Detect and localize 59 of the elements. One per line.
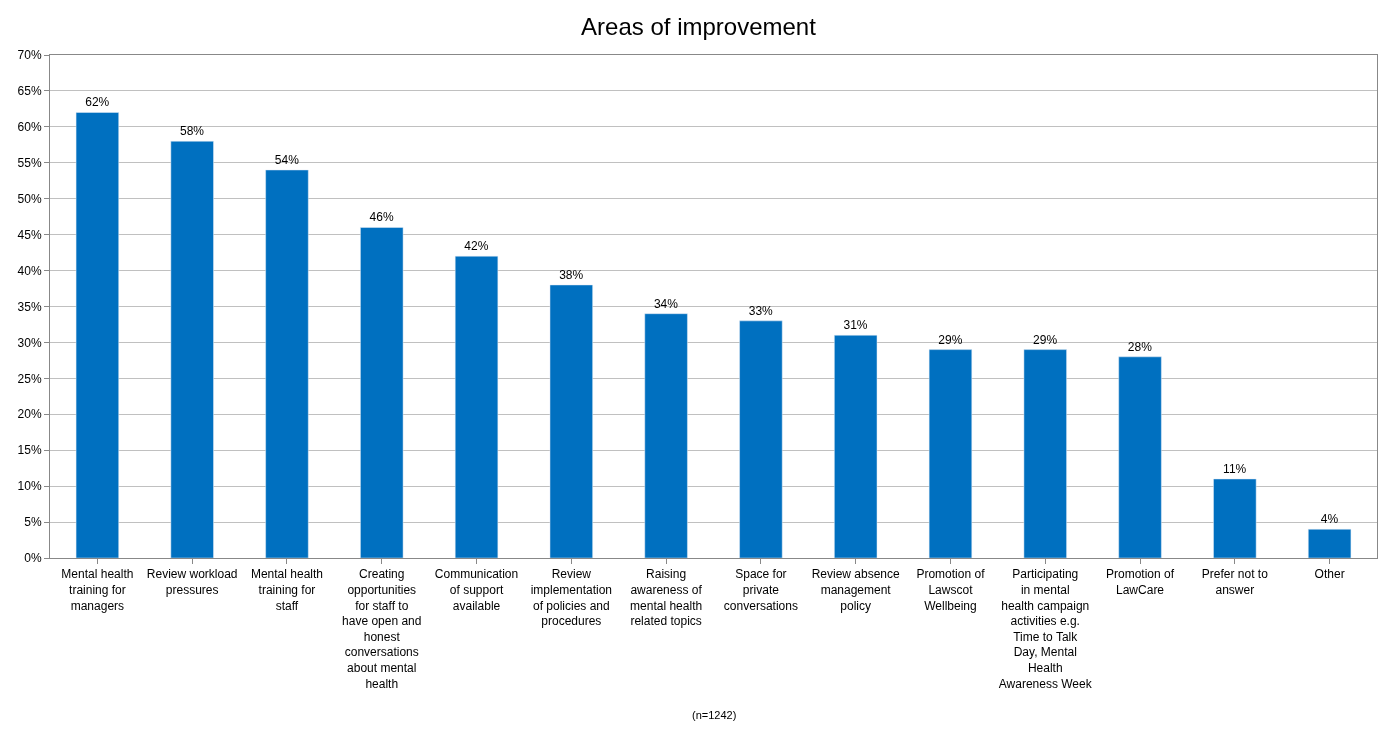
data-label: 42% (464, 239, 489, 254)
y-tick-label: 15% (17, 443, 42, 458)
bar (549, 284, 593, 558)
x-tick-label: Review implementation of policies and procedures (530, 567, 613, 629)
bar (1308, 529, 1352, 558)
data-label: 62% (85, 95, 110, 110)
x-tick-label: Promotion of Lawscot Wellbeing (916, 567, 986, 613)
x-tick-label: Communication of support available (434, 567, 519, 613)
y-tick-label: 55% (17, 155, 42, 170)
data-label: 4% (1320, 512, 1339, 527)
bar (170, 140, 214, 558)
text: (n=1242) (692, 709, 737, 721)
x-tick-label: Mental health training for managers (61, 567, 134, 613)
y-tick-label: 20% (17, 407, 42, 422)
y-tick-label: 5% (24, 515, 42, 530)
y-tick-label: 10% (17, 479, 42, 494)
x-tick-label: Raising awareness of mental health related topics (630, 567, 703, 629)
y-tick-label: 65% (17, 84, 42, 99)
y-tick-label: 40% (17, 263, 42, 278)
data-label: 33% (748, 303, 774, 318)
y-tick-label: 60% (17, 120, 42, 135)
bar (928, 349, 973, 558)
data-label: 58% (180, 124, 205, 139)
bar (834, 334, 878, 558)
x-tick-label: Creating opportunities for staff to have open and honest conversations about mental health (342, 567, 422, 691)
data-label: 46% (369, 210, 394, 225)
data-label: 11% (1223, 461, 1247, 476)
y-tick-label: 50% (17, 191, 42, 206)
x-tick-label: Review workload pressures (146, 567, 238, 597)
data-label: 31% (843, 318, 868, 333)
data-label: 29% (1033, 332, 1058, 347)
x-tick-label: Review absence management policy (811, 567, 901, 613)
bar (265, 169, 309, 558)
data-label: 34% (653, 296, 679, 311)
bar (644, 313, 688, 558)
x-tick-label: Space for private conversations (723, 567, 798, 613)
data-label: 54% (274, 152, 300, 167)
data-label: 28% (1127, 339, 1153, 354)
data-label: 29% (938, 332, 963, 347)
y-tick-label: 45% (17, 227, 42, 242)
bar (739, 320, 783, 558)
y-tick-label: 70% (17, 48, 42, 63)
y-tick-label: 30% (17, 335, 42, 350)
x-tick-label: Promotion of LawCare (1106, 567, 1175, 597)
y-tick-label: 25% (17, 371, 42, 386)
y-tick-label: 35% (17, 299, 42, 314)
x-tick-label: Prefer not to answer (1201, 567, 1269, 597)
x-tick-label: Other (1314, 567, 1345, 582)
bar (1023, 349, 1067, 558)
x-tick-label: Mental health training for staff (250, 567, 323, 613)
data-label: 38% (559, 267, 584, 282)
bar (75, 112, 119, 558)
chart-title: Areas of improvement (581, 13, 817, 41)
bar (360, 227, 404, 558)
bar (1213, 478, 1257, 558)
x-tick-label: Participating in mental health campaign activities e.g. Time to Talk Day, Mental Health Awareness Week (998, 567, 1093, 691)
bar (454, 255, 499, 558)
bar (1118, 356, 1162, 558)
y-tick-label: 0% (24, 551, 42, 566)
